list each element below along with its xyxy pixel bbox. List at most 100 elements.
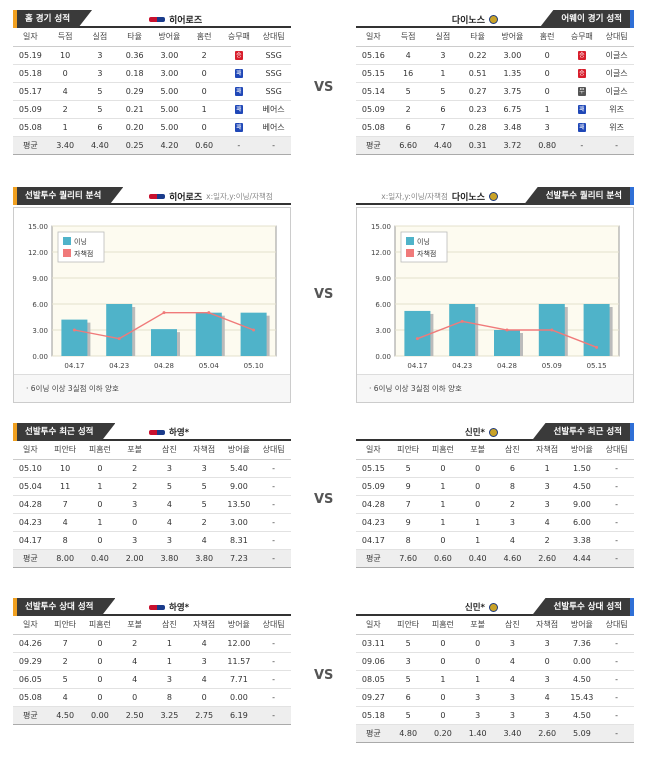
table-cell: 3 (529, 670, 565, 689)
home-axis-note: x:일자,y:이닝/자책점 (206, 192, 273, 201)
earned-runs-point (550, 328, 554, 332)
table-cell: 3 (460, 688, 495, 707)
home-quality-team: 히어로즈 x:일자,y:이닝/자책점 (149, 190, 273, 203)
column-header: 상대팀 (599, 28, 634, 47)
table-cell: 0 (460, 459, 495, 478)
average-label: 평균 (356, 136, 391, 155)
column-header: 포볼 (117, 441, 152, 460)
column-header: 피홈런 (82, 441, 118, 460)
home-pitcher-label: 하영* (149, 426, 189, 438)
x-tick-label: 05.15 (587, 362, 607, 370)
table-cell: - (599, 531, 634, 550)
average-cell: 6.19 (221, 706, 257, 725)
table-header-row: 일자 피안타 피홈런 포볼 삼진 자책점 방어율 상대팀 (356, 441, 634, 460)
table-cell: 5 (186, 495, 222, 514)
column-header: 승무패 (564, 28, 600, 47)
home-quality-chart-box: 0.00 3.00 6.00 9.00 12.00 15.00 04.17 04.23 04.2… (13, 207, 291, 403)
table-cell: 2 (529, 531, 565, 550)
average-label: 평균 (13, 136, 48, 155)
column-header: 피홈런 (425, 616, 461, 635)
y-tick-label: 9.00 (375, 275, 391, 283)
dinos-logo-icon (489, 192, 498, 201)
table-cell: - (256, 459, 291, 478)
table-row: 05.08 4 0 0 8 0 0.00- (13, 688, 291, 707)
table-cell: 6.75 (495, 100, 530, 119)
table-cell: 0 (425, 688, 461, 707)
table-cell: 09.27 (356, 688, 391, 707)
table-cell: 0 (186, 64, 222, 83)
table-cell: 4.50 (564, 670, 600, 689)
column-header: 포볼 (460, 441, 495, 460)
table-cell: 1 (425, 513, 461, 532)
table-cell: 03.11 (356, 634, 391, 653)
table-cell: 1 (425, 495, 461, 514)
table-row: 05.17 4 5 0.29 5.00 0 패 SSG (13, 82, 291, 101)
column-header: 일자 (356, 441, 391, 460)
y-tick-label: 12.00 (28, 249, 48, 257)
column-header: 상대팀 (599, 616, 634, 635)
average-cell: 2.00 (117, 549, 152, 568)
column-header: 방어율 (564, 616, 600, 635)
table-cell: - (256, 670, 291, 689)
table-cell: 0.51 (460, 64, 495, 83)
table-cell: 0 (425, 652, 461, 671)
table-cell: 04.26 (13, 634, 48, 653)
table-cell: 3 (495, 706, 530, 725)
table-header-row: 일자 득점 실점 타율 방어율 홈런 승무패 상대팀 (356, 28, 634, 47)
table-cell: - (599, 670, 634, 689)
table-row: 04.23 9 1 1 3 4 6.00- (356, 513, 634, 532)
table-cell: 0.21 (117, 100, 152, 119)
table-cell: 4 (47, 82, 83, 101)
table-cell: 6 (82, 118, 118, 137)
table-cell: 1 (47, 118, 83, 137)
table-cell: 5 (390, 670, 426, 689)
away-pitcher-recent-panel: 선발투수 최근 성적 신민* 일자 피안타 피홈런 포볼 삼진 자책점 방어율 상대팀 05.1… (356, 423, 634, 568)
column-header: 일자 (13, 616, 48, 635)
earned-runs-point (415, 337, 419, 341)
legend-label-innings: 이닝 (417, 237, 430, 246)
table-cell: 3 (186, 652, 222, 671)
column-header: 실점 (425, 28, 461, 47)
average-cell: 2.50 (117, 706, 152, 725)
column-header: 승무패 (221, 28, 257, 47)
table-cell: - (256, 531, 291, 550)
x-tick-label: 04.23 (452, 362, 472, 370)
average-cell: - (256, 136, 291, 155)
table-cell: 10 (47, 459, 83, 478)
table-cell: 1 (152, 634, 187, 653)
heroes-logo-icon (149, 429, 165, 435)
table-cell: 3 (529, 477, 565, 496)
table-row: 04.23 4 1 0 4 2 3.00- (13, 513, 291, 532)
table-cell: 4 (186, 531, 222, 550)
table-cell: 8 (152, 688, 187, 707)
table-cell: 05.09 (356, 477, 391, 496)
table-row: 05.09 9 1 0 8 3 4.50- (356, 477, 634, 496)
y-tick-label: 15.00 (371, 223, 391, 231)
table-cell: 3 (495, 634, 530, 653)
table-row: 05.18 5 0 3 3 3 4.50- (356, 706, 634, 725)
innings-bar (494, 330, 520, 356)
table-cell: 2 (495, 495, 530, 514)
average-cell: 0.40 (460, 549, 495, 568)
away-quality-note-text: 6이닝 이상 3실점 이하 양호 (373, 384, 462, 393)
column-header: 피안타 (47, 616, 83, 635)
table-cell: 2 (47, 100, 83, 119)
vs-label: VS (314, 668, 334, 683)
win-result-icon: 패 (577, 105, 586, 114)
average-cell: 4.44 (564, 549, 600, 568)
innings-bar (151, 329, 177, 356)
table-row: 05.08 1 6 0.20 5.00 0 패 베어스 (13, 118, 291, 137)
innings-bar (61, 319, 88, 356)
table-row: 05.08 6 7 0.28 3.48 3 패 위즈 (356, 118, 634, 137)
win-result-icon: 패 (234, 123, 243, 132)
innings-bar (404, 310, 431, 356)
away-quality-note: · 6이닝 이상 3실점 이하 양호 (357, 374, 633, 402)
table-cell: 이글스 (599, 82, 634, 101)
average-cell: - (599, 549, 634, 568)
table-cell: 13.50 (221, 495, 257, 514)
average-row: 평균 3.40 4.40 0.25 4.20 0.60- - (13, 136, 291, 155)
table-cell: 2 (186, 46, 222, 65)
table-cell: 1 (82, 477, 118, 496)
average-cell: 0.40 (82, 549, 118, 568)
table-header-row: 일자 피안타 피홈런 포볼 삼진 자책점 방어율 상대팀 (13, 441, 291, 460)
